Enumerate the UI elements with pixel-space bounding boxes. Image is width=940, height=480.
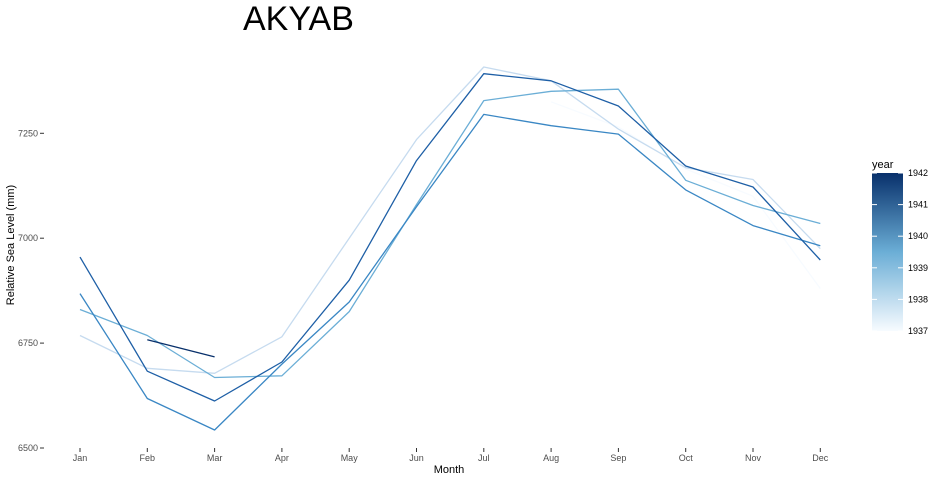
x-axis: Jan Feb Mar Apr May Jun Jul Aug Sep Oct Nov Dec bbox=[73, 448, 829, 463]
x-tick-label: Jun bbox=[409, 453, 424, 463]
x-tick-label: May bbox=[341, 453, 359, 463]
x-tick-label: Nov bbox=[745, 453, 762, 463]
x-tick-label: Jan bbox=[73, 453, 88, 463]
series-line-1940 bbox=[79, 113, 821, 431]
series-line-1937 bbox=[550, 101, 821, 289]
legend-tick-label: 1940 bbox=[908, 231, 928, 241]
legend-title: year bbox=[872, 159, 894, 171]
x-tick-label: Aug bbox=[543, 453, 559, 463]
series-group bbox=[79, 66, 821, 431]
series-line-1941 bbox=[79, 73, 821, 402]
legend-ticks: 1937 1938 1939 1940 1941 1942 bbox=[872, 168, 928, 336]
x-tick-label: Dec bbox=[812, 453, 829, 463]
series-line-1938 bbox=[79, 66, 821, 374]
legend-tick-label: 1939 bbox=[908, 263, 928, 273]
x-axis-title: Month bbox=[434, 464, 465, 476]
legend-tick-label: 1938 bbox=[908, 294, 928, 304]
legend-tick-label: 1942 bbox=[908, 168, 928, 178]
legend-colorbar bbox=[872, 173, 903, 331]
y-tick-label: 6500 bbox=[18, 443, 38, 453]
x-tick-label: Feb bbox=[140, 453, 156, 463]
legend-tick-label: 1937 bbox=[908, 326, 928, 336]
chart-title: AKYAB bbox=[243, 0, 354, 38]
x-tick-label: Jul bbox=[478, 453, 490, 463]
x-tick-label: Apr bbox=[275, 453, 289, 463]
x-tick-label: Mar bbox=[207, 453, 223, 463]
y-tick-label: 6750 bbox=[18, 338, 38, 348]
series-line-1942 bbox=[147, 339, 215, 358]
series-line-1939 bbox=[79, 88, 821, 379]
y-tick-label: 7000 bbox=[18, 233, 38, 243]
y-axis: 6500 6750 7000 7250 bbox=[18, 128, 44, 453]
legend: year 1937 1938 1939 1940 1941 1942 bbox=[872, 159, 928, 336]
x-tick-label: Sep bbox=[610, 453, 626, 463]
y-axis-title: Relative Sea Level (mm) bbox=[5, 185, 17, 305]
legend-tick-label: 1941 bbox=[908, 200, 928, 210]
x-tick-label: Oct bbox=[679, 453, 694, 463]
y-tick-label: 7250 bbox=[18, 128, 38, 138]
